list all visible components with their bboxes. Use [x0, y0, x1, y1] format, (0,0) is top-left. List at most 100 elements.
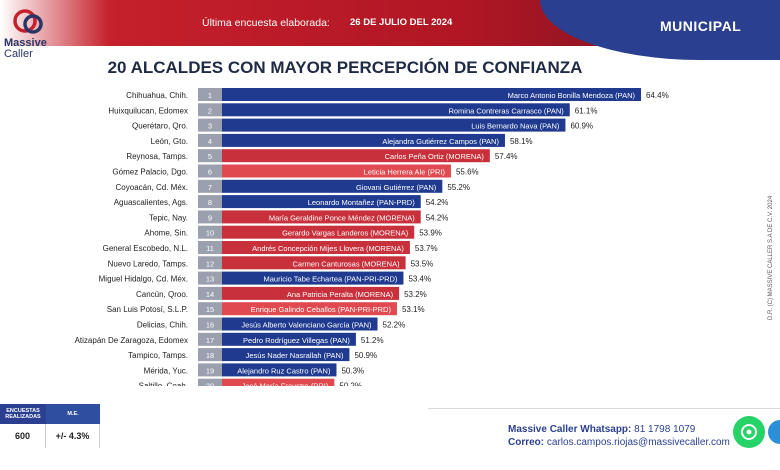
- mayor-name-label: Gerardo Vargas Landeros (MORENA): [282, 229, 409, 238]
- municipality-label: Cancún, Qroo.: [136, 290, 188, 299]
- municipality-label: Nuevo Laredo, Tamps.: [108, 259, 188, 268]
- value-label: 51.2%: [361, 336, 384, 345]
- value-label: 50.9%: [354, 351, 377, 360]
- stats-table: ENCUESTAS REALIZADAS M.E. 600 +/- 4.3%: [0, 404, 100, 450]
- bar: [222, 363, 337, 377]
- mayor-name-label: Enrique Galindo Ceballos (PAN-PRI-PRD): [251, 305, 392, 314]
- rank-box: [198, 179, 222, 193]
- whatsapp-icon[interactable]: [733, 416, 765, 448]
- bar: [222, 103, 570, 117]
- rank-box: [198, 241, 222, 254]
- value-label: 52.2%: [383, 321, 406, 330]
- mayor-name-label: Giovani Gutiérrez (PAN): [356, 183, 437, 192]
- municipality-label: Mérida, Yuc.: [144, 366, 188, 375]
- rank-label: 12: [206, 259, 214, 268]
- bar: [222, 210, 421, 224]
- municipality-label: Tampico, Tamps.: [128, 351, 188, 360]
- municipality-label: Miguel Hidalgo, Cd. Méx.: [99, 275, 188, 284]
- bar: [222, 149, 490, 163]
- rank-box: [198, 332, 222, 346]
- bar: [222, 302, 397, 316]
- bar: [222, 118, 566, 132]
- bar: [222, 332, 356, 346]
- mayor-name-label: Leonardo Montañez (PAN-PRD): [308, 198, 415, 207]
- rank-label: 2: [208, 106, 212, 115]
- rank-box: [198, 225, 222, 239]
- municipality-label: Ahome, Sin.: [144, 229, 188, 238]
- chat-bubble-icon: [13, 9, 43, 34]
- rank-label: 4: [208, 137, 212, 146]
- whatsapp-number: 81 1798 1079: [634, 424, 696, 435]
- rank-label: 1: [208, 91, 212, 100]
- value-label: 54.2%: [426, 198, 449, 207]
- municipality-label: Aguascalientes, Ags.: [114, 198, 188, 207]
- rank-label: 10: [206, 229, 214, 238]
- rank-label: 15: [206, 305, 214, 314]
- telegram-icon[interactable]: [768, 420, 780, 444]
- municipality-label: Reynosa, Tamps.: [126, 152, 188, 161]
- mayor-name-label: José María Fraustro (PRI): [242, 382, 329, 386]
- municipality-label: Atizapán De Zaragoza, Edomex: [75, 336, 188, 345]
- value-label: 55.2%: [447, 183, 470, 192]
- rank-box: [198, 210, 222, 224]
- bar: [222, 179, 443, 193]
- mayor-name-label: Ana Patricia Peralta (MORENA): [287, 290, 394, 299]
- rank-label: 7: [208, 183, 212, 192]
- contact-whatsapp: Massive Caller Whatsapp: 81 1798 1079: [508, 424, 695, 435]
- value-label: 53.1%: [402, 305, 425, 314]
- rank-box: [198, 118, 222, 132]
- rank-box: [198, 103, 222, 117]
- value-label: 55.6%: [456, 168, 479, 177]
- rank-label: 9: [208, 213, 212, 222]
- rank-box: [198, 271, 222, 285]
- rank-label: 8: [208, 198, 212, 207]
- bar-chart: Chihuahua, Chih. 1 Marco Antonio Bonilla M…: [75, 88, 669, 386]
- mayor-name-label: Alejandro Ruz Castro (PAN): [237, 366, 331, 375]
- mayor-name-label: María Geraldine Ponce Méndez (MORENA): [269, 213, 415, 222]
- mayor-name-label: Romina Contreras Carrasco (PAN): [448, 106, 564, 115]
- whatsapp-label: Massive Caller Whatsapp:: [508, 424, 632, 435]
- value-label: 50.2%: [339, 382, 362, 386]
- municipality-label: Tepic, Nay.: [149, 213, 188, 222]
- rank-box: [198, 363, 222, 377]
- municipality-label: Querétaro, Qro.: [132, 122, 188, 131]
- rank-label: 6: [208, 168, 212, 177]
- value-label: 53.5%: [411, 259, 434, 268]
- rank-label: 5: [208, 152, 212, 161]
- bar: [222, 348, 350, 362]
- bar: [222, 133, 505, 147]
- value-label: 53.4%: [408, 275, 431, 284]
- rank-box: [198, 88, 222, 101]
- rank-box: [198, 317, 222, 331]
- rank-box: [198, 195, 222, 209]
- rank-label: 16: [206, 321, 214, 330]
- rank-box: [198, 164, 222, 178]
- municipality-label: Huixquilucan, Edomex: [108, 106, 188, 115]
- rank-label: 11: [206, 244, 214, 253]
- value-label: 54.2%: [426, 213, 449, 222]
- bar: [222, 286, 400, 300]
- value-label: 50.3%: [341, 366, 364, 375]
- bar: [222, 271, 404, 285]
- bar: [222, 164, 451, 178]
- rank-label: 18: [206, 351, 214, 360]
- value-label: 64.4%: [646, 91, 669, 100]
- rank-label: 14: [206, 290, 214, 299]
- value-label: 57.4%: [495, 152, 518, 161]
- value-label: 60.9%: [570, 122, 593, 131]
- municipality-label: Coyoacán, Cd. Méx.: [116, 183, 188, 192]
- bar: [222, 378, 335, 386]
- rank-box: [198, 348, 222, 362]
- mayor-name-label: Marco Antonio Bonilla Mendoza (PAN): [508, 91, 636, 100]
- municipality-label: General Escobedo, N.L.: [103, 244, 188, 253]
- mayor-name-label: Carlos Peña Ortiz (MORENA): [385, 152, 485, 161]
- bar: [222, 317, 378, 331]
- mayor-name-label: Mauricio Tabe Echartea (PAN-PRI-PRD): [264, 275, 398, 284]
- rank-label: 20: [206, 382, 214, 386]
- survey-date: 26 DE JULIO DEL 2024: [350, 17, 453, 28]
- mayor-name-label: Jesús Nader Nasrallah (PAN): [246, 351, 344, 360]
- brand-line2: Caller: [4, 48, 33, 60]
- brand-name: Massive Caller: [4, 38, 64, 60]
- value-label: 53.7%: [415, 244, 438, 253]
- brand-line1: Massive: [4, 37, 47, 49]
